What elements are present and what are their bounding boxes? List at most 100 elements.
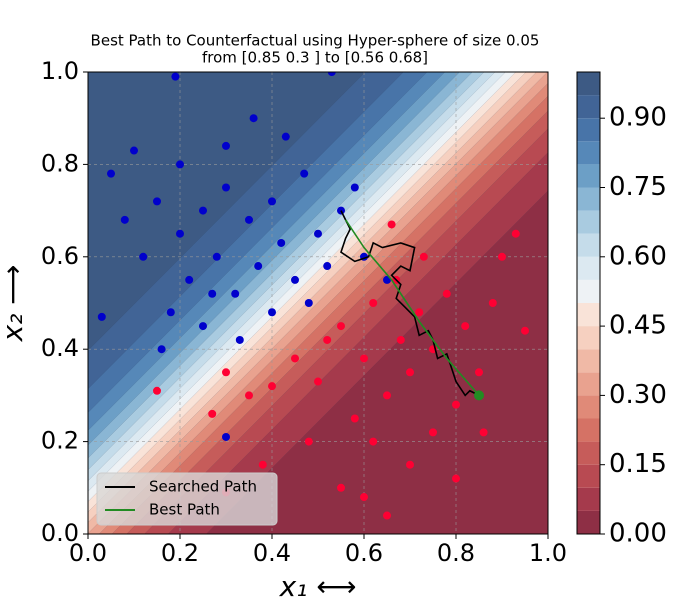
scatter-point [323, 262, 332, 271]
scatter-point [521, 326, 529, 335]
colorbar-band [577, 187, 600, 211]
scatter-point [268, 308, 276, 317]
scatter-point [254, 262, 263, 271]
y-tick-label: 0.0 [41, 519, 79, 547]
colorbar-band [577, 279, 600, 303]
scatter-point [360, 493, 368, 502]
scatter-point [415, 308, 424, 317]
scatter-point [245, 215, 253, 224]
scatter-point [350, 183, 359, 192]
colorbar-band [577, 233, 600, 257]
scatter-point [300, 169, 309, 178]
foreground: 0.0 0.2 0.4 0.6 0.8 1.0 0.0 0.2 0.4 0.6 0.8 1.0 Sear… [41, 57, 667, 567]
scatter-point [461, 322, 470, 331]
colorbar-band [577, 164, 600, 188]
scatter-point [337, 483, 345, 492]
scatter-point [396, 335, 405, 344]
y-tick-label: 0.6 [41, 242, 79, 270]
y-tick-label: 0.8 [41, 149, 79, 177]
colorbar-tick-label: 0.00 [609, 519, 667, 549]
scatter-point [442, 289, 451, 298]
colorbar-tick-label: 0.15 [609, 449, 667, 479]
scatter-point [383, 511, 391, 520]
scatter-point [429, 428, 437, 437]
y-axis-label: x₂ ⟶ [0, 265, 29, 343]
colorbar-band [577, 372, 600, 396]
scatter-point [185, 275, 194, 284]
scatter-point [337, 322, 345, 331]
y-tick-label: 0.4 [41, 334, 79, 362]
scatter-point [304, 299, 313, 307]
colorbar-band [577, 72, 600, 96]
path-start [474, 390, 484, 401]
colorbar-band [577, 441, 600, 465]
scatter-point [235, 335, 244, 344]
scatter-point [327, 72, 336, 76]
scatter-point [314, 377, 322, 386]
legend-label: Best Path [149, 501, 220, 519]
colorbar-band [577, 303, 600, 327]
scatter-point [488, 299, 497, 307]
scatter-point [387, 220, 396, 229]
scatter-point [304, 437, 313, 446]
scatter-point [107, 169, 115, 178]
scatter-point [419, 252, 428, 261]
scatter-point [258, 460, 267, 469]
scatter-point [249, 114, 258, 123]
chart-title: Best Path to Counterfactual using Hyper-… [91, 32, 540, 50]
colorbar-band [577, 464, 600, 488]
scatter-point [222, 183, 230, 192]
scatter-point [291, 354, 299, 363]
scatter-point [268, 382, 276, 391]
colorbar-band [577, 326, 600, 350]
scatter-point [498, 252, 506, 261]
scatter-point [171, 72, 180, 81]
scatter-point [157, 345, 166, 354]
scatter-point [281, 132, 290, 141]
scatter-point [291, 275, 299, 284]
scatter-point [452, 474, 460, 483]
legend-box [96, 472, 278, 526]
scatter-point [199, 322, 207, 331]
colorbar-band [577, 95, 600, 119]
scatter-point [323, 335, 332, 344]
scatter-point [97, 312, 106, 321]
x-tick-label: 0.0 [69, 539, 107, 567]
x-axis-label: x₁ ⟷ [279, 570, 357, 600]
scatter-point [212, 252, 221, 261]
scatter-point [245, 391, 253, 400]
scatter-point [222, 141, 230, 150]
scatter-point [475, 368, 483, 377]
scatter-point [166, 308, 175, 317]
x-tick-label: 0.4 [253, 539, 291, 567]
colorbar-tick-label: 0.75 [609, 172, 667, 202]
scatter-point [383, 391, 391, 400]
colorbar-tick-label: 0.90 [609, 103, 667, 133]
scatter-point [369, 437, 378, 446]
scatter-point [153, 197, 161, 206]
scatter-point [208, 289, 217, 298]
scatter-point [139, 252, 148, 261]
y-tick-label: 0.2 [41, 427, 79, 455]
scatter-point [268, 197, 276, 206]
colorbar-band [577, 487, 600, 511]
scatter-point [360, 354, 368, 363]
scatter-point [222, 368, 230, 377]
y-tick-label: 1.0 [41, 57, 79, 85]
plot-marks [97, 72, 529, 520]
scatter-point [120, 215, 129, 224]
colorbar-band [577, 210, 600, 234]
x-tick-label: 0.2 [161, 539, 199, 567]
scatter-point [406, 368, 414, 377]
legend-label: Searched Path [149, 478, 257, 496]
scatter-point [369, 299, 378, 307]
chart-subtitle: from [0.85 0.3 ] to [0.56 0.68] [202, 49, 428, 67]
scatter-point [231, 289, 240, 298]
colorbar-frame [576, 71, 601, 535]
scatter-point [208, 409, 217, 418]
colorbar-band [577, 510, 600, 534]
scatter-point [511, 229, 520, 238]
